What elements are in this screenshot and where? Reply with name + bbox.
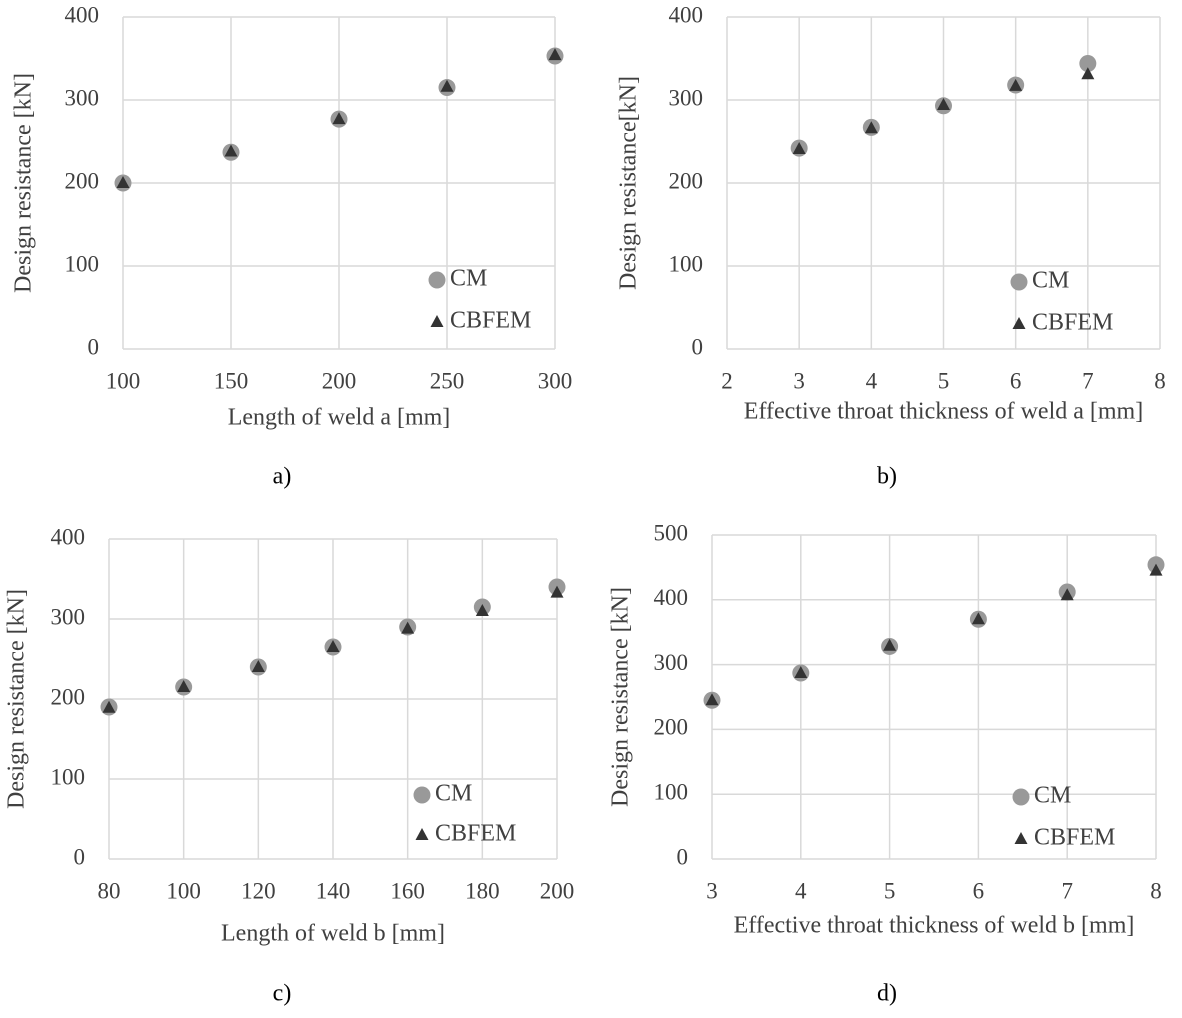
x-tick-label: 3 — [793, 368, 805, 393]
x-tick-label: 3 — [706, 878, 718, 903]
point — [1079, 54, 1097, 72]
y-tick-label: 100 — [654, 779, 689, 804]
point — [401, 621, 415, 634]
legend-marker — [1010, 273, 1028, 291]
legend-label: CBFEM — [1032, 310, 1113, 336]
caption: d) — [877, 981, 897, 1007]
caption: c) — [273, 981, 292, 1007]
x-tick-label: 100 — [106, 368, 141, 393]
y-tick-label: 400 — [669, 2, 704, 27]
y-tick-label: 500 — [654, 520, 689, 545]
x-tick-label: 200 — [540, 878, 575, 903]
legend-label: CBFEM — [435, 821, 516, 847]
y-axis-label: Design resistance [kN] — [4, 589, 30, 809]
legend-marker — [1012, 317, 1026, 329]
point — [792, 141, 806, 154]
point — [251, 660, 265, 672]
y-axis-label: Design resistance [kN] — [608, 587, 634, 807]
point — [332, 112, 346, 125]
y-tick-label: 400 — [65, 2, 100, 27]
x-tick-label: 250 — [430, 368, 465, 393]
y-axis-label: Design resistance[kN] — [616, 76, 642, 290]
x-tick-label: 6 — [1010, 368, 1022, 393]
point — [864, 121, 878, 134]
y-tick-label: 200 — [65, 168, 100, 193]
x-tick-label: 300 — [538, 368, 573, 393]
x-tick-label: 7 — [1061, 878, 1073, 903]
x-axis-label: Length of weld a [mm] — [228, 405, 451, 431]
x-tick-label: 6 — [973, 878, 985, 903]
y-tick-label: 0 — [74, 844, 86, 869]
x-tick-label: 8 — [1150, 878, 1162, 903]
x-tick-label: 2 — [721, 368, 733, 393]
y-tick-label: 400 — [654, 585, 689, 610]
legend-marker — [1012, 788, 1030, 806]
x-axis-label: Effective throat thickness of weld a [mm… — [744, 399, 1143, 425]
legend-label: CM — [435, 781, 472, 807]
x-tick-label: 80 — [98, 878, 121, 903]
point — [177, 680, 191, 692]
y-tick-label: 200 — [51, 684, 86, 709]
y-tick-label: 200 — [654, 715, 689, 740]
y-tick-label: 0 — [692, 334, 704, 359]
caption: a) — [273, 464, 292, 490]
y-tick-label: 300 — [51, 604, 86, 629]
y-tick-label: 300 — [65, 85, 100, 110]
legend-label: CBFEM — [1034, 825, 1115, 851]
point — [1009, 78, 1023, 91]
y-tick-label: 400 — [51, 524, 86, 549]
point — [1081, 67, 1095, 80]
point — [550, 585, 564, 598]
point — [1149, 563, 1163, 576]
x-tick-label: 100 — [166, 878, 201, 903]
x-tick-label: 4 — [866, 368, 878, 393]
legend-label: CBFEM — [450, 308, 531, 334]
x-tick-label: 150 — [214, 368, 249, 393]
y-tick-label: 0 — [88, 334, 100, 359]
legend-label: CM — [450, 266, 487, 292]
legend-marker — [415, 828, 429, 840]
x-tick-label: 7 — [1082, 368, 1094, 393]
point — [548, 48, 562, 61]
y-tick-label: 100 — [65, 251, 100, 276]
x-axis-label: Effective throat thickness of weld b [mm… — [734, 913, 1135, 939]
y-tick-label: 300 — [654, 650, 689, 675]
legend-label: CM — [1032, 268, 1069, 294]
point — [475, 604, 489, 616]
x-tick-label: 120 — [241, 878, 276, 903]
legend-label: CM — [1034, 783, 1071, 809]
point — [116, 176, 130, 188]
legend-marker — [1014, 832, 1028, 844]
point — [937, 97, 950, 110]
x-tick-label: 180 — [465, 878, 500, 903]
point — [883, 638, 897, 651]
point — [440, 79, 454, 92]
point — [102, 700, 116, 713]
x-tick-label: 5 — [938, 368, 950, 393]
y-tick-label: 100 — [669, 251, 704, 276]
point — [224, 144, 238, 157]
y-axis-label: Design resistance [kN] — [11, 73, 37, 293]
y-tick-label: 200 — [669, 168, 704, 193]
point — [705, 693, 719, 706]
legend-marker — [430, 315, 444, 327]
caption: b) — [877, 464, 897, 490]
y-tick-label: 300 — [669, 85, 704, 110]
x-tick-label: 5 — [884, 878, 896, 903]
legend-marker — [428, 271, 446, 289]
point — [971, 612, 985, 625]
point — [326, 640, 340, 652]
x-tick-label: 200 — [322, 368, 357, 393]
x-tick-label: 140 — [316, 878, 351, 903]
point — [1060, 588, 1074, 601]
y-tick-label: 100 — [51, 764, 86, 789]
x-axis-label: Length of weld b [mm] — [221, 921, 445, 947]
x-tick-label: 160 — [390, 878, 425, 903]
x-tick-label: 4 — [795, 878, 807, 903]
y-tick-label: 0 — [677, 844, 689, 869]
legend-marker — [413, 786, 431, 804]
point — [794, 666, 808, 679]
x-tick-label: 8 — [1154, 368, 1166, 393]
